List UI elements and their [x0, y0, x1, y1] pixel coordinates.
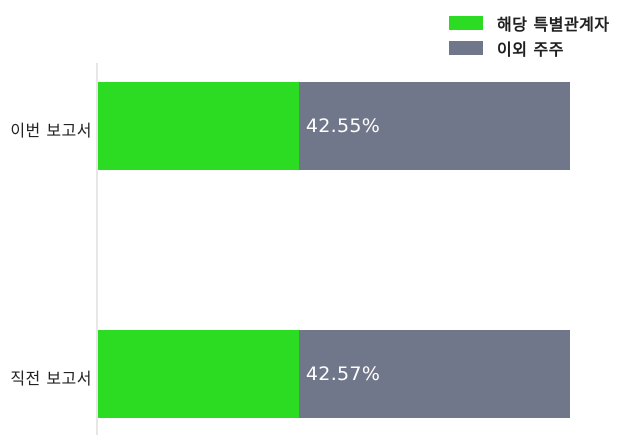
bar-value-label: 42.55% [305, 115, 381, 137]
y-axis-line [96, 63, 98, 435]
category-label-current-report: 이번 보고서 [10, 121, 92, 140]
chart-legend: 해당 특별관계자 이외 주주 [449, 10, 610, 60]
legend-swatch-gray [449, 40, 483, 55]
bar-segment-gray: 42.57% [298, 330, 570, 418]
legend-item-other-shareholders: 이외 주주 [449, 35, 610, 60]
legend-swatch-green [449, 15, 483, 30]
category-label-previous-report: 직전 보고서 [10, 369, 92, 388]
bar-segment-green [98, 330, 299, 418]
bar-current-report: 42.55% [98, 82, 570, 170]
bar-value-label: 42.57% [305, 363, 381, 385]
legend-label-special-related: 해당 특별관계자 [497, 14, 610, 34]
bar-segment-gray: 42.55% [298, 82, 570, 170]
bar-previous-report: 42.57% [98, 330, 570, 418]
bar-segment-green [98, 82, 299, 170]
legend-item-special-related: 해당 특별관계자 [449, 10, 610, 35]
legend-label-other-shareholders: 이외 주주 [497, 39, 564, 59]
